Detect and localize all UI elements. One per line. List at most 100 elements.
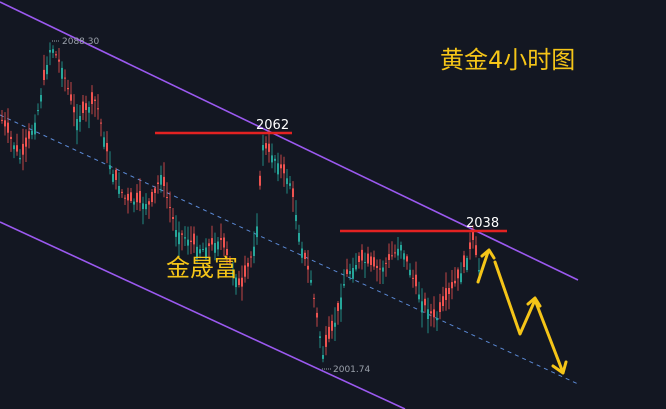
candle-body — [193, 233, 195, 245]
candle-body — [451, 282, 453, 289]
candle-body — [457, 269, 459, 279]
candle-body — [373, 257, 375, 267]
candle-body — [25, 137, 27, 147]
candle-body — [70, 94, 72, 101]
candle-body — [409, 269, 411, 276]
candle-body — [139, 191, 141, 203]
candle-body — [421, 301, 423, 313]
candle-body — [13, 145, 15, 150]
candle-body — [229, 258, 231, 263]
candle-body — [247, 262, 249, 267]
candle-body — [64, 77, 66, 79]
candle-body — [136, 192, 138, 203]
candle-body — [316, 312, 318, 318]
candle-body — [130, 192, 132, 201]
candle-body — [211, 238, 213, 245]
candle-body — [103, 137, 105, 147]
candle-body — [31, 130, 33, 135]
candle-body — [190, 240, 192, 242]
candle-body — [442, 296, 444, 306]
candle-body — [181, 233, 183, 235]
candle-body — [445, 288, 447, 300]
candle-body — [19, 157, 21, 160]
candle-body — [355, 265, 357, 270]
candle-body — [412, 277, 414, 279]
candle-body — [370, 256, 372, 265]
candle-body — [307, 265, 309, 270]
candle-body — [280, 164, 282, 169]
candle-body — [262, 145, 264, 151]
candle-body — [472, 230, 474, 240]
candle-body — [124, 197, 126, 199]
candle-body — [16, 145, 18, 152]
candle-body — [175, 230, 177, 237]
candle-body — [358, 255, 360, 262]
candle-body — [337, 303, 339, 311]
candle-body — [436, 318, 438, 321]
candle-body — [439, 302, 441, 312]
low-price-label: 2001.74 — [333, 365, 370, 375]
candle-body — [289, 183, 291, 186]
candle-body — [205, 247, 207, 259]
candle-body — [478, 270, 480, 272]
candle-body — [406, 256, 408, 262]
candle-body — [52, 49, 54, 53]
candle-body — [379, 268, 381, 270]
candle-body — [166, 197, 168, 198]
projection-path — [493, 260, 564, 372]
candle-body — [154, 188, 156, 193]
candle-body — [265, 143, 267, 149]
projection-up-arrowhead — [480, 248, 496, 260]
candle-body — [259, 175, 261, 186]
candle-body — [61, 67, 63, 79]
candle-body — [169, 207, 171, 208]
candle-body — [475, 245, 477, 255]
candle-body — [274, 158, 276, 161]
candle-body — [310, 280, 312, 283]
candle-body — [328, 326, 330, 339]
candle-body — [304, 252, 306, 259]
candle-body — [418, 294, 420, 300]
candle-body — [157, 182, 159, 184]
candle-body — [10, 136, 12, 139]
candle-body — [106, 143, 108, 152]
candle-body — [43, 69, 45, 80]
candle-body — [133, 201, 135, 205]
candle-body — [460, 273, 462, 283]
candle-body — [232, 270, 234, 276]
candle-body — [385, 262, 387, 264]
candle-body — [163, 176, 165, 186]
candle-body — [286, 178, 288, 185]
candle-body — [349, 271, 351, 275]
candle-body — [250, 256, 252, 258]
candle-body — [388, 254, 390, 260]
candle-body — [433, 309, 435, 318]
candle-body — [346, 269, 348, 274]
candle-body — [121, 191, 123, 193]
candle-body — [223, 237, 225, 248]
candle-body — [469, 242, 471, 249]
projection-mid-arrowhead — [526, 296, 542, 308]
candle-body — [37, 110, 39, 112]
candle-body — [277, 163, 279, 175]
candle-body — [160, 175, 162, 185]
candle-body — [28, 131, 30, 139]
candle-body — [115, 170, 117, 180]
candle-body — [244, 265, 246, 277]
projection-up-arrow — [476, 250, 490, 284]
candle-body — [325, 334, 327, 347]
candle-body — [112, 174, 114, 182]
channel-lower-line — [0, 221, 406, 409]
candle-body — [196, 246, 198, 259]
candle-body — [4, 120, 6, 127]
candle-body — [55, 54, 57, 56]
candle-body — [127, 193, 129, 201]
candle-body — [256, 226, 258, 238]
candle-body — [67, 88, 69, 90]
candle-body — [367, 253, 369, 264]
candle-body — [430, 311, 432, 314]
candle-body — [91, 92, 93, 104]
candles-group — [1, 42, 480, 363]
resistance-label-2038: 2038 — [466, 216, 499, 231]
